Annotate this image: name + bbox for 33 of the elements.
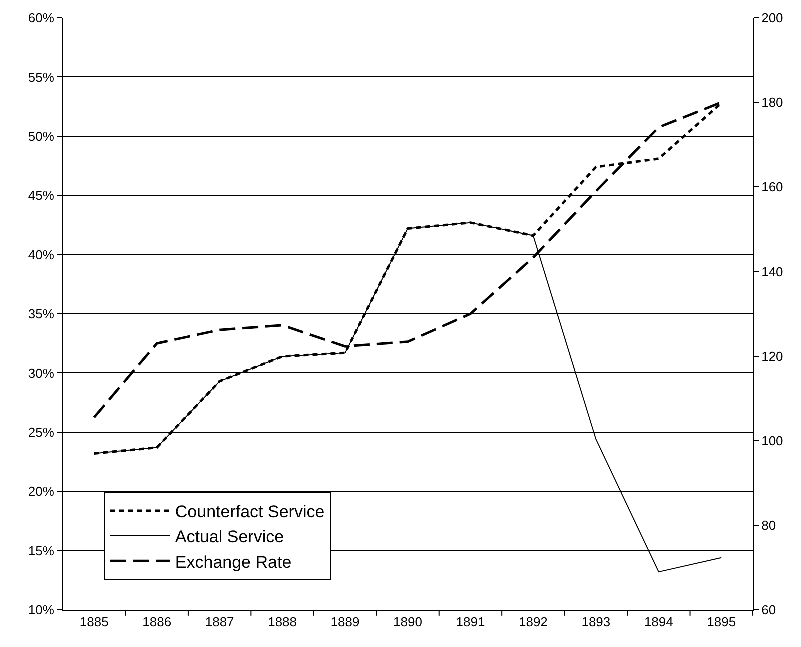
x-tick-label: 1894 [644,614,674,630]
y-tick-label: 45% [28,188,55,204]
y-tick-label: 15% [28,543,55,558]
y-tick-label: 30% [28,366,55,381]
y-tick-label: 25% [28,424,55,440]
x-tick-label: 1886 [142,614,172,630]
legend-label: Exchange Rate [175,552,292,572]
y-tick-label: 40% [28,247,55,262]
y-tick-label: 35% [28,306,55,322]
y2-tick-label: 140 [762,264,784,280]
y-tick-label: 10% [28,602,55,618]
x-tick-label: 1895 [707,614,736,630]
legend-label: Counterfact Service [175,502,325,522]
legend-label: Actual Service [175,528,284,547]
x-tick-label: 1885 [80,614,109,630]
x-tick-label: 1893 [582,614,611,630]
y-tick-label: 20% [28,484,55,500]
y-tick-label: 50% [28,128,55,144]
y2-tick-label: 100 [762,433,784,448]
x-tick-label: 1892 [518,614,548,630]
x-tick-label: 1887 [205,614,234,630]
y-tick-label: 60% [28,10,55,26]
y2-tick-label: 180 [762,95,784,110]
y2-tick-label: 200 [762,10,784,26]
x-tick-label: 1889 [330,614,360,630]
y2-tick-label: 60 [762,602,776,618]
y2-tick-label: 120 [762,348,784,364]
y2-tick-label: 80 [762,518,776,533]
x-tick-label: 1891 [456,614,486,630]
x-tick-label: 1888 [268,614,298,630]
x-tick-label: 1890 [394,614,422,630]
y2-tick-label: 160 [762,180,784,195]
y-tick-label: 55% [28,70,55,85]
